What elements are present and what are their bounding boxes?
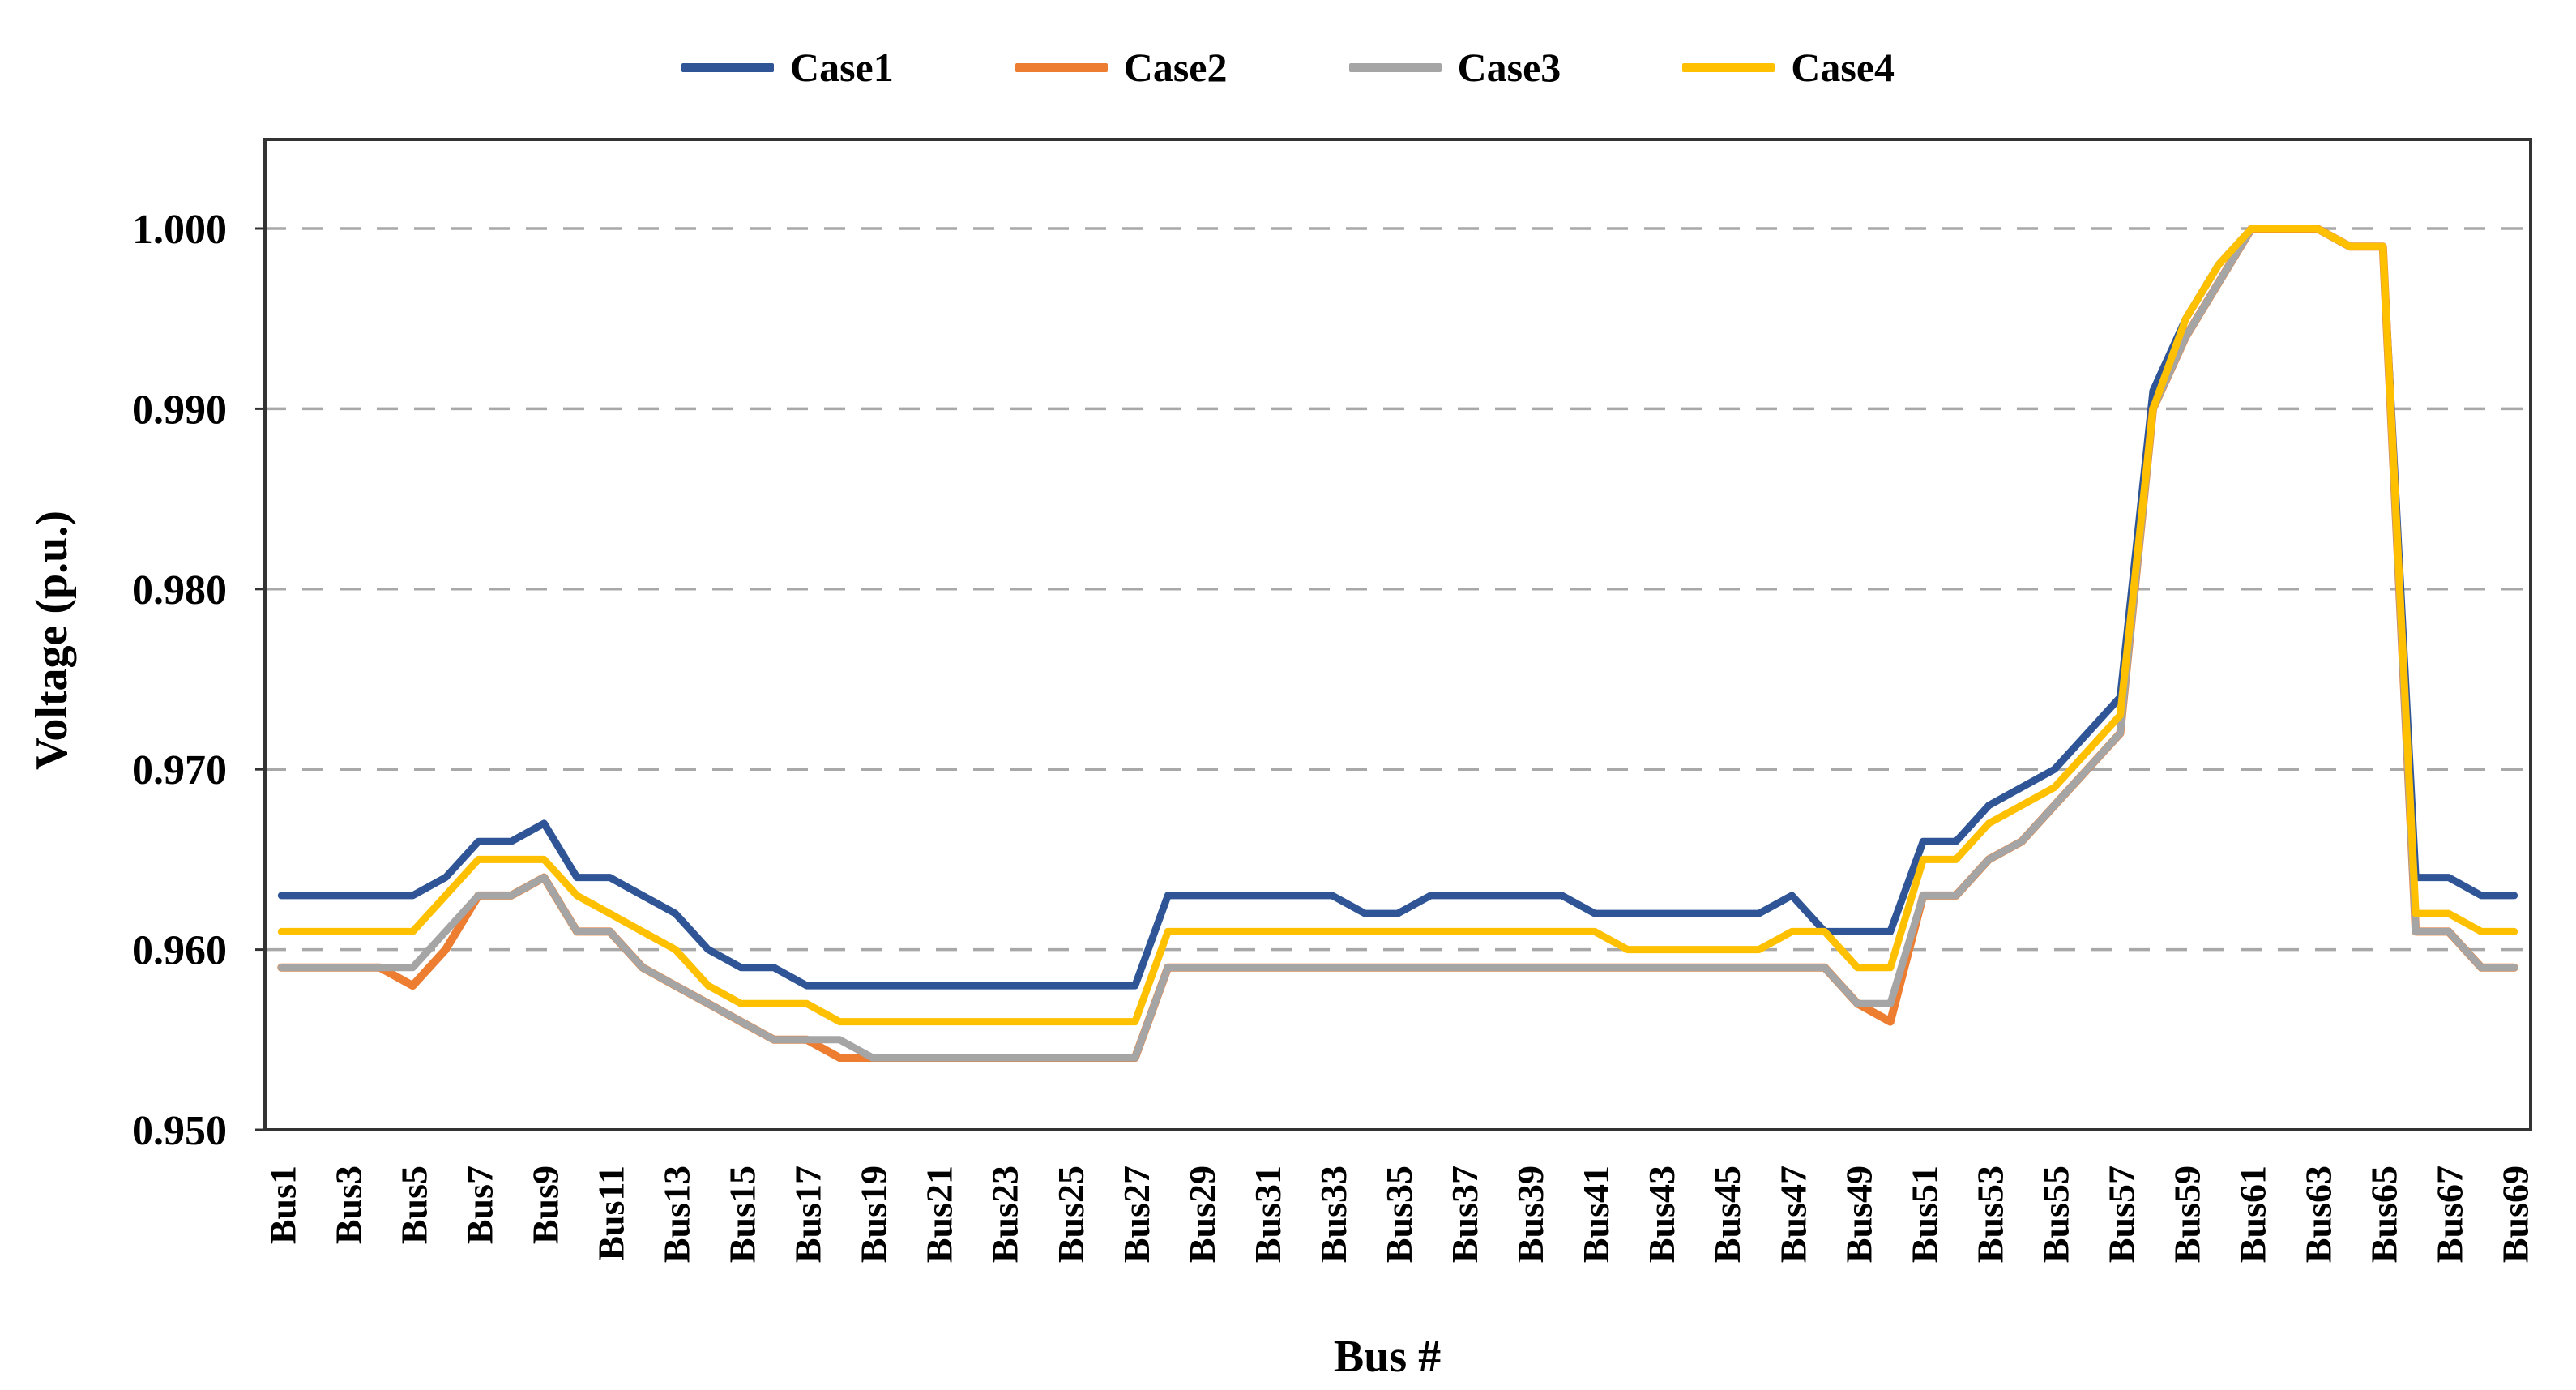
y-tick-label: 0.980	[132, 567, 227, 614]
plot-border	[263, 138, 2532, 1131]
x-tick-label: Bus23	[985, 1165, 1026, 1263]
x-tick-label: Bus45	[1707, 1165, 1748, 1263]
x-tick-label: Bus19	[853, 1165, 895, 1263]
legend-label: Case2	[1123, 45, 1228, 90]
legend-label: Case1	[789, 45, 894, 90]
x-tick-label: Bus3	[327, 1165, 369, 1244]
x-tick-label: Bus51	[1903, 1165, 1945, 1263]
x-tick-label: Bus21	[919, 1165, 960, 1263]
y-axis-title: Voltage (p.u.)	[27, 511, 77, 770]
y-tick-label: 0.970	[132, 747, 227, 793]
x-tick-label: Bus31	[1247, 1165, 1288, 1263]
legend-item-case2: Case2	[1015, 47, 1228, 88]
legend-item-case1: Case1	[681, 47, 894, 88]
x-tick-label: Bus27	[1116, 1165, 1157, 1263]
x-tick-label: Bus7	[459, 1165, 500, 1244]
x-tick-label: Bus17	[788, 1165, 829, 1263]
x-tick-label: Bus53	[1969, 1165, 2010, 1263]
x-tick-label: Bus25	[1050, 1165, 1091, 1263]
legend-item-case4: Case4	[1682, 47, 1895, 88]
x-tick-label: Bus35	[1378, 1165, 1420, 1263]
x-tick-label: Bus11	[590, 1165, 631, 1261]
x-tick-label: Bus49	[1838, 1165, 1879, 1263]
gridlines	[265, 227, 2531, 952]
legend-label: Case3	[1457, 45, 1561, 90]
x-tick-label: Bus43	[1641, 1165, 1682, 1263]
x-axis-title: Bus #	[1334, 1332, 1441, 1382]
legend-swatch-case2	[1015, 62, 1108, 72]
x-tick-label: Bus65	[2364, 1165, 2405, 1263]
x-tick-label: Bus39	[1510, 1165, 1551, 1263]
x-tick-label: Bus61	[2232, 1165, 2274, 1263]
x-tick-label: Bus9	[524, 1165, 566, 1244]
y-tick-label: 1.000	[132, 207, 227, 253]
x-tick-label: Bus33	[1313, 1165, 1354, 1263]
x-tick-label: Bus29	[1181, 1165, 1223, 1263]
legend-swatch-case4	[1682, 62, 1775, 72]
series-line-case4	[277, 225, 2518, 1026]
x-tick-label: Bus55	[2035, 1165, 2076, 1263]
x-tick-label: Bus67	[2429, 1165, 2471, 1263]
x-tick-label: Bus59	[2167, 1165, 2208, 1263]
series-lines	[277, 225, 2518, 1062]
x-tick-label: Bus41	[1575, 1165, 1617, 1263]
x-tick-label: Bus5	[393, 1165, 434, 1244]
x-tick-label: Bus57	[2100, 1165, 2142, 1263]
y-tick-label: 0.960	[132, 928, 227, 974]
x-tick-label: Bus69	[2495, 1165, 2536, 1263]
legend-label: Case4	[1791, 45, 1895, 90]
x-tick-label: Bus37	[1444, 1165, 1485, 1263]
legend-item-case3: Case3	[1348, 45, 1561, 90]
y-tick-label: 0.990	[132, 387, 227, 433]
legend-swatch-case3	[1348, 62, 1442, 72]
y-tick-label: 0.950	[132, 1108, 227, 1154]
axes: 1.000 0.990 0.980 0.970 0.960 0.950 Bus1 Bus3 Bu…	[132, 138, 2536, 1263]
x-tick-label: Bus63	[2298, 1165, 2339, 1263]
legend: Case1 Case2 Case3 Case4	[0, 47, 2576, 88]
x-tick-label: Bus13	[656, 1165, 698, 1263]
x-tick-label: Bus15	[722, 1165, 763, 1263]
x-tick-label: Bus1	[262, 1165, 303, 1244]
x-tick-label: Bus47	[1772, 1165, 1813, 1263]
legend-swatch-case1	[681, 62, 774, 72]
